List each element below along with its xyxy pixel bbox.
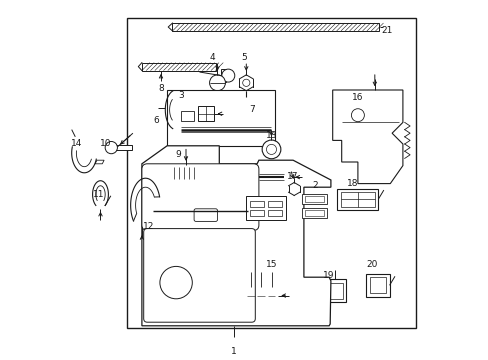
Bar: [284, 172, 291, 182]
Text: 5: 5: [241, 53, 247, 62]
Text: 16: 16: [351, 93, 363, 102]
Polygon shape: [95, 160, 104, 164]
FancyBboxPatch shape: [143, 229, 255, 322]
Bar: [302, 208, 326, 218]
Text: 9: 9: [175, 150, 181, 159]
Circle shape: [160, 266, 192, 299]
Text: 3: 3: [178, 91, 184, 100]
FancyBboxPatch shape: [142, 164, 258, 230]
Circle shape: [351, 109, 364, 122]
Bar: [221, 69, 226, 82]
Bar: [181, 111, 194, 121]
Text: 2: 2: [311, 181, 317, 190]
Bar: [340, 192, 374, 207]
Bar: [257, 287, 265, 304]
Bar: [249, 210, 263, 216]
Polygon shape: [142, 146, 330, 326]
Bar: [142, 63, 215, 71]
Text: 8: 8: [158, 84, 163, 93]
Text: 1: 1: [230, 346, 236, 356]
Bar: [115, 145, 132, 150]
Text: 7: 7: [248, 105, 254, 114]
Text: 14: 14: [71, 139, 82, 148]
Bar: [246, 196, 285, 220]
Circle shape: [262, 140, 280, 159]
Text: 17: 17: [287, 172, 298, 181]
Text: 10: 10: [100, 139, 111, 148]
Bar: [267, 201, 281, 207]
Circle shape: [209, 75, 225, 91]
Bar: [249, 201, 263, 207]
Text: 11: 11: [93, 190, 104, 199]
Bar: [167, 90, 275, 146]
Text: 6: 6: [153, 116, 159, 125]
Bar: [267, 287, 275, 304]
Bar: [127, 18, 415, 328]
Bar: [336, 189, 378, 210]
Bar: [302, 194, 326, 204]
Bar: [305, 210, 323, 216]
Bar: [172, 23, 379, 31]
Bar: [326, 283, 342, 299]
Text: 21: 21: [380, 26, 391, 35]
Bar: [322, 279, 346, 302]
Polygon shape: [332, 90, 402, 184]
Text: 13: 13: [265, 130, 277, 139]
FancyBboxPatch shape: [194, 209, 217, 221]
Text: 12: 12: [143, 222, 155, 231]
Bar: [305, 196, 323, 202]
Circle shape: [242, 79, 249, 86]
Text: 19: 19: [323, 271, 334, 280]
Bar: [267, 210, 281, 216]
Circle shape: [291, 186, 296, 192]
Bar: [369, 277, 385, 293]
Bar: [247, 287, 255, 304]
Text: 20: 20: [366, 260, 377, 269]
Text: 15: 15: [265, 260, 277, 269]
FancyBboxPatch shape: [169, 163, 203, 183]
Circle shape: [266, 144, 276, 154]
Bar: [197, 106, 213, 121]
Circle shape: [105, 141, 117, 154]
Text: 4: 4: [209, 53, 214, 62]
Circle shape: [222, 69, 234, 82]
Text: 18: 18: [346, 179, 358, 188]
Bar: [366, 274, 389, 297]
